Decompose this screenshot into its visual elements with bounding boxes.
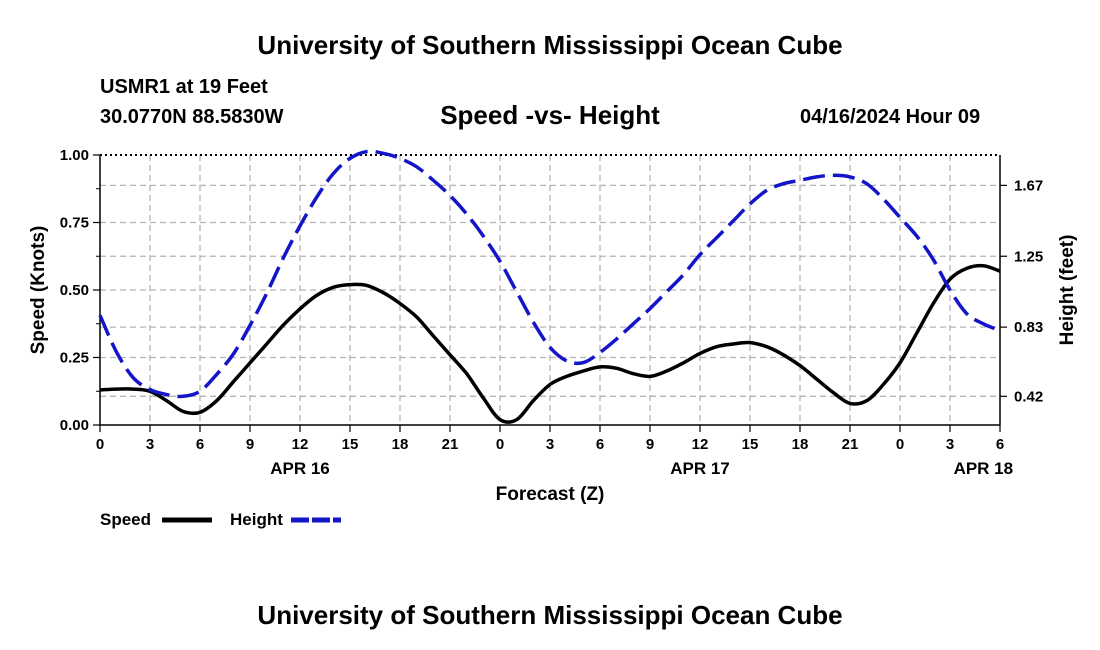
legend-height-line (291, 517, 341, 523)
x-tick-label: 3 (146, 436, 154, 453)
x-tick-label: 12 (692, 436, 709, 453)
station-coordinates: 30.0770N 88.5830W (100, 106, 284, 128)
x-tick-label: 18 (392, 436, 409, 453)
x-tick-label: 0 (896, 436, 904, 453)
y-tick-label: 0.75 (60, 215, 89, 232)
station-label: USMR1 at 19 Feet (100, 76, 268, 98)
x-tick-label: 6 (596, 436, 604, 453)
x-tick-label: 15 (342, 436, 359, 453)
date-label: APR 17 (670, 459, 730, 478)
legend-speed-label: Speed (100, 510, 152, 529)
x-tick-label: 21 (842, 436, 859, 453)
legend-speed-line (162, 517, 212, 523)
x-tick-label: 9 (646, 436, 654, 453)
chart: 0 3 6 9 12 15 18 21 0 3 6 9 12 15 18 21 0 3 6 APR 16 APR 17 A… (28, 147, 1078, 505)
y-tick-label: 1.00 (60, 147, 89, 164)
date-label: APR 18 (954, 459, 1014, 478)
chart-title: Speed -vs- Height (440, 100, 660, 130)
x-tick-label: 21 (442, 436, 459, 453)
x-tick-label: 18 (792, 436, 809, 453)
x-tick-label: 6 (996, 436, 1004, 453)
forecast-datetime: 04/16/2024 Hour 09 (800, 106, 981, 128)
y2-tick-label: 1.25 (1014, 248, 1043, 265)
y-tick-label: 0.25 (60, 350, 89, 367)
y2-tick-label: 0.42 (1014, 388, 1043, 405)
date-label: APR 16 (270, 459, 330, 478)
speed-series-line (99, 263, 1001, 424)
x-axis-title: Forecast (Z) (496, 484, 605, 505)
footer-title: University of Southern Mississippi Ocean… (257, 600, 843, 630)
x-tick-label: 9 (246, 436, 254, 453)
y-tick-label: 0.00 (60, 417, 89, 434)
y2-tick-label: 1.67 (1014, 177, 1043, 194)
height-series-line (98, 149, 1001, 399)
x-tick-label: 3 (546, 436, 554, 453)
y2-tick-label: 0.83 (1014, 319, 1043, 336)
main-title: University of Southern Mississippi Ocean… (257, 30, 843, 60)
y-axis-title: Speed (Knots) (28, 226, 49, 355)
x-tick-label: 12 (292, 436, 309, 453)
y2-axis-title: Height (feet) (1057, 235, 1078, 346)
x-tick-label: 6 (196, 436, 204, 453)
y-tick-label: 0.50 (60, 282, 89, 299)
x-tick-label: 0 (96, 436, 104, 453)
x-tick-label: 15 (742, 436, 759, 453)
x-tick-label: 0 (496, 436, 504, 453)
x-tick-label: 3 (946, 436, 954, 453)
legend-height-label: Height (230, 510, 283, 529)
